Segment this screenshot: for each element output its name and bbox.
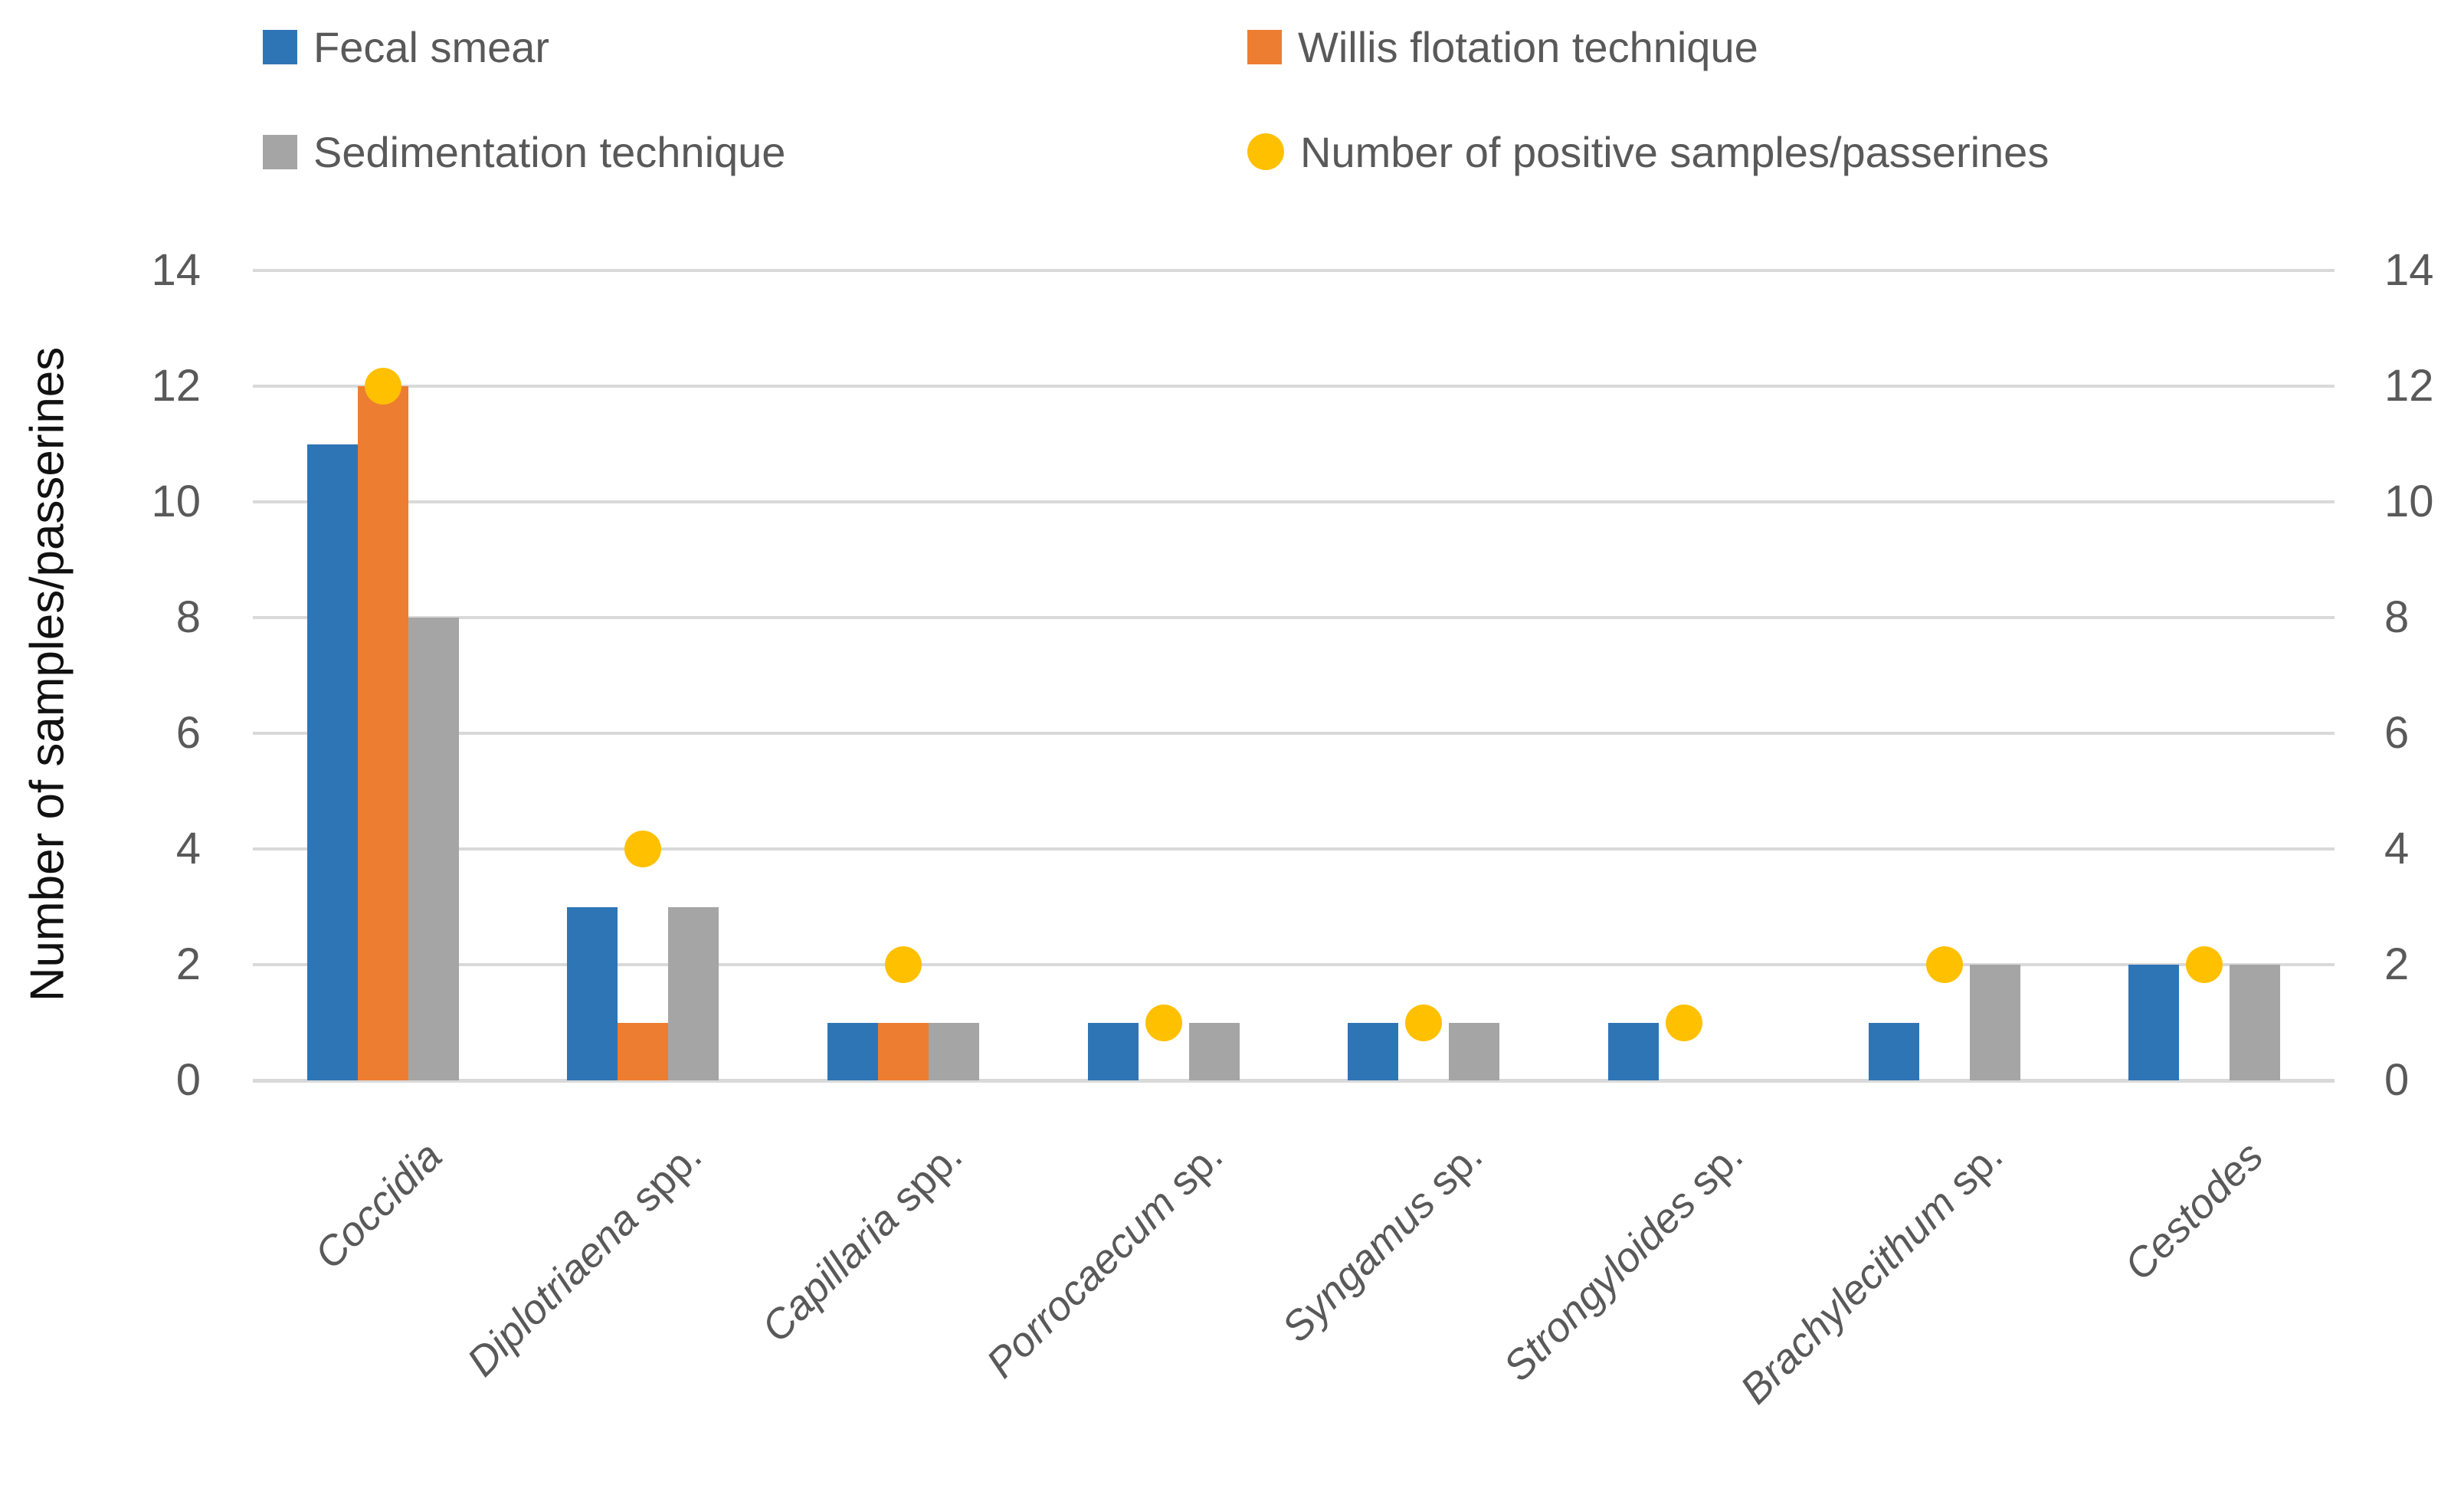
sedimentation-swatch-icon [263, 134, 297, 169]
gridline [253, 269, 2335, 272]
positive-samples-dot [885, 946, 922, 983]
x-axis-label: Porrocaecum sp. [977, 1132, 1231, 1387]
bar-fecal-smear [827, 1022, 879, 1080]
positive-samples-dot [624, 831, 662, 867]
x-axis-label: Syngamus sp. [1273, 1132, 1492, 1352]
legend-item-willis-flotation: Willis flotation technique [1247, 23, 1758, 71]
x-label-genus: Porrocaecum [977, 1180, 1184, 1387]
x-axis-label: Cestodes [2115, 1132, 2272, 1290]
y-axis-title: Number of samples/passerines [21, 346, 74, 1002]
legend-item-positive-samples: Number of positive samples/passerines [1247, 128, 2049, 176]
positive-samples-dot [364, 368, 401, 405]
gridline [253, 500, 2335, 503]
y-tick-label-right: 14 [2384, 245, 2434, 295]
y-tick-label-right: 12 [2384, 361, 2434, 411]
y-tick-label-right: 8 [2384, 592, 2410, 642]
positive-samples-dot [1665, 1004, 1702, 1041]
willis-flotation-swatch-icon [1247, 29, 1282, 64]
x-axis-line [253, 1079, 2335, 1083]
x-label-genus: Capillaria [752, 1196, 908, 1352]
bar-fecal-smear [1348, 1022, 1399, 1080]
gridline [253, 616, 2335, 619]
gridline [253, 385, 2335, 388]
x-label-genus: Strongyloides [1494, 1180, 1705, 1391]
bar-sedimentation-technique [668, 906, 719, 1080]
y-tick-label-right: 2 [2384, 939, 2410, 989]
x-axis-label: Brachylecithum sp. [1732, 1132, 2012, 1413]
x-axis-label: Diplotriaena spp. [458, 1132, 711, 1385]
y-tick-label-left: 0 [175, 1055, 201, 1105]
y-tick-label-left: 12 [151, 361, 201, 411]
positive-samples-dot [2186, 946, 2223, 983]
bar-sedimentation-technique [1969, 965, 2020, 1080]
y-tick-label-left: 2 [175, 939, 201, 989]
bar-fecal-smear [1087, 1022, 1139, 1080]
x-label-genus: Cestodes [2115, 1132, 2272, 1290]
y-tick-label-left: 4 [175, 824, 201, 873]
positive-samples-dot [1145, 1004, 1182, 1041]
positive-samples-dot [1405, 1004, 1443, 1041]
fecal-smear-swatch-icon [263, 29, 297, 64]
legend-label: Sedimentation technique [313, 127, 786, 176]
bar-fecal-smear [2128, 965, 2180, 1080]
bar-willis-flotation-technique [618, 1022, 669, 1080]
x-label-genus: Syngamus [1273, 1180, 1444, 1352]
positive-samples-dot [1925, 946, 1963, 983]
y-tick-label-left: 14 [151, 245, 201, 295]
bar-sedimentation-technique [1449, 1022, 1500, 1080]
bar-fecal-smear [1607, 1022, 1659, 1080]
x-label-genus: Diplotriaena [458, 1196, 647, 1385]
y-tick-label-right: 4 [2384, 824, 2410, 873]
x-label-genus: Brachylecithum [1732, 1180, 1965, 1413]
y-tick-label-right: 0 [2384, 1055, 2410, 1105]
x-axis-label: Coccidia [305, 1132, 451, 1278]
y-tick-label-right: 10 [2384, 477, 2434, 526]
legend-label: Fecal smear [313, 22, 550, 71]
bar-sedimentation-technique [408, 618, 459, 1080]
bar-sedimentation-technique [2230, 965, 2281, 1080]
gridline [253, 732, 2335, 735]
legend-item-sedimentation: Sedimentation technique [263, 128, 785, 176]
legend-item-fecal-smear: Fecal smear [263, 23, 549, 71]
gridline [253, 847, 2335, 851]
x-label-genus: Coccidia [306, 1132, 451, 1278]
bar-willis-flotation-technique [357, 386, 408, 1080]
y-tick-label-left: 8 [175, 592, 201, 642]
bar-willis-flotation-technique [878, 1022, 929, 1080]
x-axis-label: Strongyloides sp. [1494, 1132, 1752, 1391]
bar-fecal-smear [1868, 1022, 1919, 1080]
legend-label: Willis flotation technique [1298, 22, 1758, 71]
bar-fecal-smear [567, 906, 618, 1080]
y-tick-label-left: 6 [175, 708, 201, 758]
bar-fecal-smear [306, 444, 358, 1080]
y-tick-label-left: 10 [151, 477, 201, 526]
legend-label: Number of positive samples/passerines [1300, 127, 2050, 176]
gridline [253, 963, 2335, 966]
y-tick-label-right: 6 [2384, 708, 2410, 758]
bar-sedimentation-technique [929, 1022, 980, 1080]
positive-samples-dot-icon [1247, 133, 1284, 170]
bar-sedimentation-technique [1188, 1022, 1240, 1080]
x-axis-label: Capillaria spp. [752, 1132, 972, 1352]
